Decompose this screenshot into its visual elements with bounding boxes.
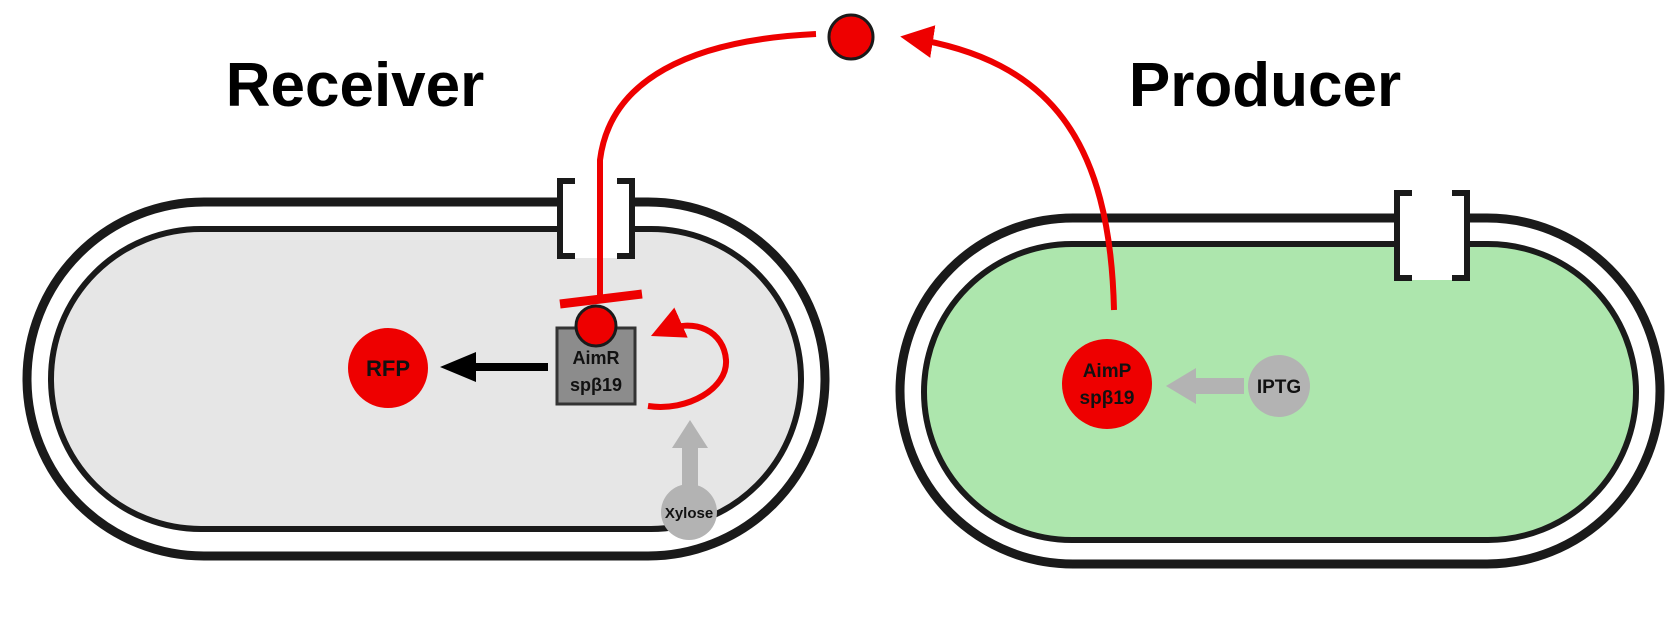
producer-title: Producer bbox=[1129, 51, 1401, 120]
iptg-inducer bbox=[1248, 355, 1310, 417]
xylose-induction-arrow bbox=[672, 420, 708, 490]
extracellular-peptide bbox=[827, 13, 875, 61]
inhibition-bar bbox=[559, 289, 643, 309]
receiver-title: Receiver bbox=[226, 51, 485, 120]
aimp-label-line1: AimP bbox=[1083, 361, 1132, 382]
autoregulation-arrow-icon bbox=[647, 307, 729, 410]
aimp-label-line2: spβ19 bbox=[1080, 388, 1135, 409]
export-arrow bbox=[900, 25, 1117, 311]
xylose-inducer bbox=[661, 484, 717, 540]
receiver-membrane-channel bbox=[557, 178, 635, 259]
xylose-label: Xylose bbox=[665, 505, 713, 522]
iptg-label: IPTG bbox=[1257, 377, 1301, 398]
bound-peptide bbox=[574, 304, 618, 348]
receptor-label-line1: AimR bbox=[572, 348, 619, 368]
iptg-induction-arrow bbox=[1166, 368, 1244, 404]
import-line bbox=[597, 31, 817, 300]
aimp-peptide bbox=[1062, 339, 1152, 429]
rfp-reporter bbox=[348, 328, 428, 408]
activation-arrow bbox=[440, 352, 548, 382]
producer-membrane-channel bbox=[1394, 190, 1470, 281]
receptor-label-line2: spβ19 bbox=[570, 375, 622, 395]
rfp-label: RFP bbox=[366, 356, 410, 381]
